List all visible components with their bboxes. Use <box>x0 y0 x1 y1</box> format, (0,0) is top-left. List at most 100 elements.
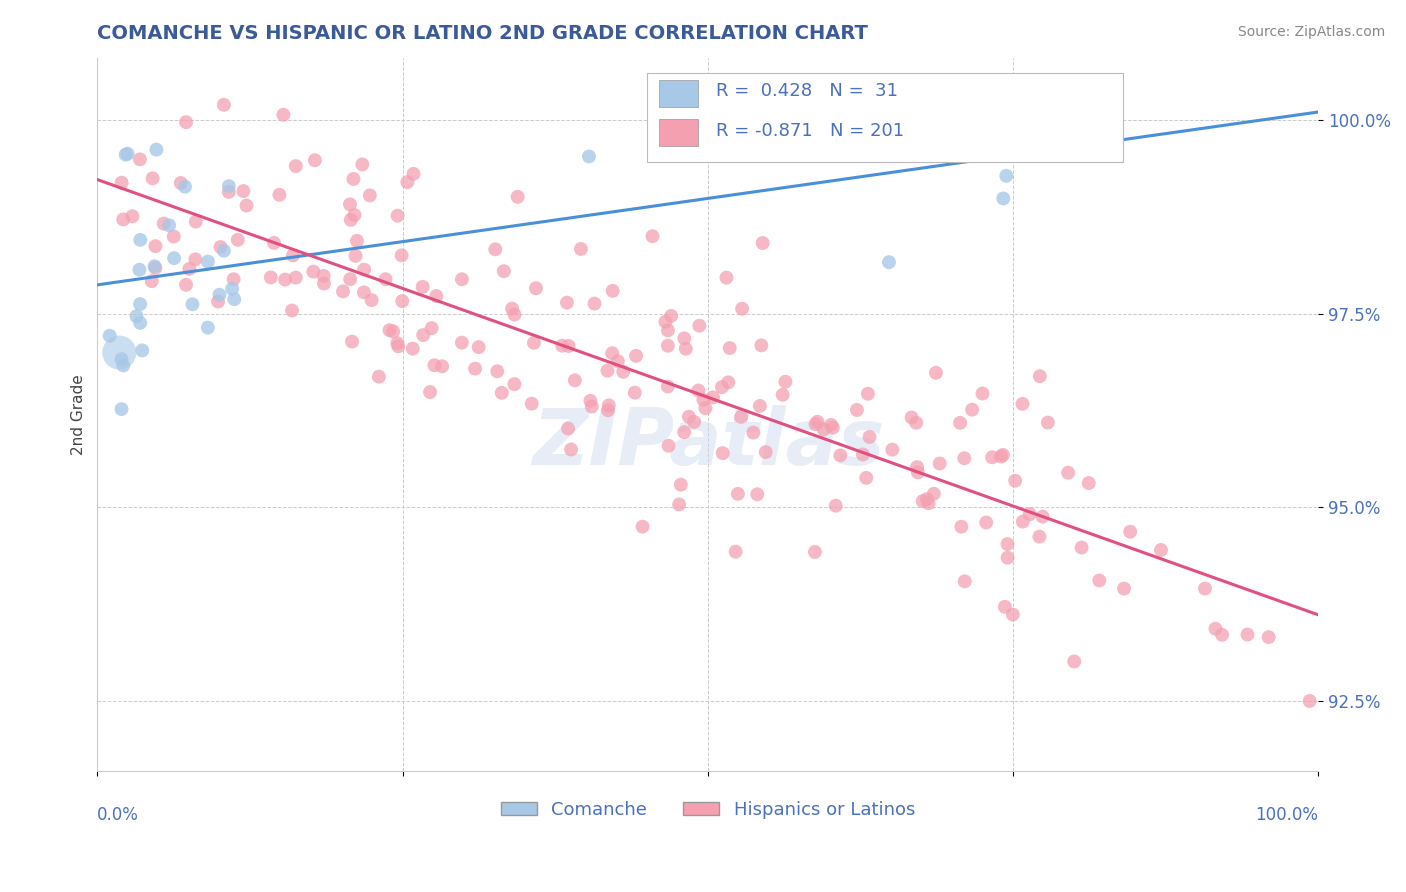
Point <box>396 175 419 189</box>
Point <box>263 235 285 250</box>
Point <box>654 315 676 329</box>
Point <box>524 281 547 295</box>
Text: 0.0%: 0.0% <box>97 806 139 824</box>
Point <box>772 388 794 402</box>
Point <box>260 270 283 285</box>
Point <box>340 334 363 349</box>
Point <box>1032 509 1054 524</box>
Point <box>391 248 413 262</box>
Point <box>110 352 132 367</box>
Point <box>378 323 401 337</box>
Point <box>673 425 696 439</box>
Point <box>110 402 132 417</box>
Point <box>1150 543 1173 558</box>
Point <box>581 400 603 414</box>
Point <box>121 209 143 223</box>
Legend: Comanche, Hispanics or Latinos: Comanche, Hispanics or Latinos <box>494 793 922 826</box>
Point <box>804 545 827 559</box>
Point <box>830 449 852 463</box>
Point <box>1070 541 1092 555</box>
Point <box>523 335 546 350</box>
Point <box>882 442 904 457</box>
Point <box>451 272 474 286</box>
Point <box>281 303 304 318</box>
Point <box>557 421 579 435</box>
Point <box>742 425 765 440</box>
Point <box>131 343 153 358</box>
Point <box>374 272 396 286</box>
Point <box>419 385 441 400</box>
Point <box>207 294 229 309</box>
Point <box>353 262 375 277</box>
Point <box>731 301 754 316</box>
Point <box>359 188 381 202</box>
Point <box>972 386 994 401</box>
Point <box>197 320 219 334</box>
Point <box>657 379 679 393</box>
Point <box>226 233 249 247</box>
Point <box>174 179 197 194</box>
Point <box>820 417 842 432</box>
FancyBboxPatch shape <box>647 72 1123 161</box>
Point <box>669 477 692 491</box>
Point <box>387 336 409 351</box>
Point <box>1257 630 1279 644</box>
Point <box>412 280 434 294</box>
Point <box>925 366 948 380</box>
Point <box>612 365 634 379</box>
Point <box>993 191 1015 205</box>
Point <box>152 217 174 231</box>
Point <box>668 497 690 511</box>
Point <box>1038 90 1060 104</box>
Point <box>339 197 361 211</box>
Point <box>905 460 928 475</box>
Point <box>950 519 973 533</box>
Point <box>387 209 409 223</box>
Point <box>423 358 446 372</box>
Point <box>112 212 135 227</box>
Point <box>128 153 150 167</box>
Point <box>142 171 165 186</box>
Point <box>273 108 295 122</box>
Point <box>197 254 219 268</box>
Point <box>391 294 413 309</box>
Point <box>125 310 148 324</box>
Point <box>900 410 922 425</box>
Point <box>312 268 335 283</box>
Point <box>484 243 506 257</box>
Point <box>145 143 167 157</box>
Point <box>1077 476 1099 491</box>
Point <box>503 308 526 322</box>
Point <box>304 153 326 168</box>
Point <box>145 239 167 253</box>
Point <box>129 316 152 330</box>
Point <box>174 115 197 129</box>
Point <box>557 339 579 353</box>
Point <box>1018 507 1040 521</box>
Point <box>1057 466 1080 480</box>
Point <box>911 494 934 508</box>
Point <box>659 309 682 323</box>
Point <box>492 264 515 278</box>
Text: 100.0%: 100.0% <box>1256 806 1319 824</box>
Point <box>402 342 425 356</box>
Point <box>716 270 738 285</box>
Point <box>284 270 307 285</box>
Point <box>179 261 201 276</box>
Point <box>346 234 368 248</box>
Point <box>673 331 696 345</box>
Point <box>724 545 747 559</box>
Point <box>560 442 582 457</box>
Point <box>991 448 1014 462</box>
Point <box>821 420 844 434</box>
Point <box>602 284 624 298</box>
Point <box>994 599 1017 614</box>
Point <box>1004 474 1026 488</box>
Point <box>503 377 526 392</box>
Point <box>981 450 1004 465</box>
Point <box>353 285 375 300</box>
Point <box>1036 416 1059 430</box>
Point <box>877 255 900 269</box>
Point <box>209 240 232 254</box>
Point <box>1028 530 1050 544</box>
